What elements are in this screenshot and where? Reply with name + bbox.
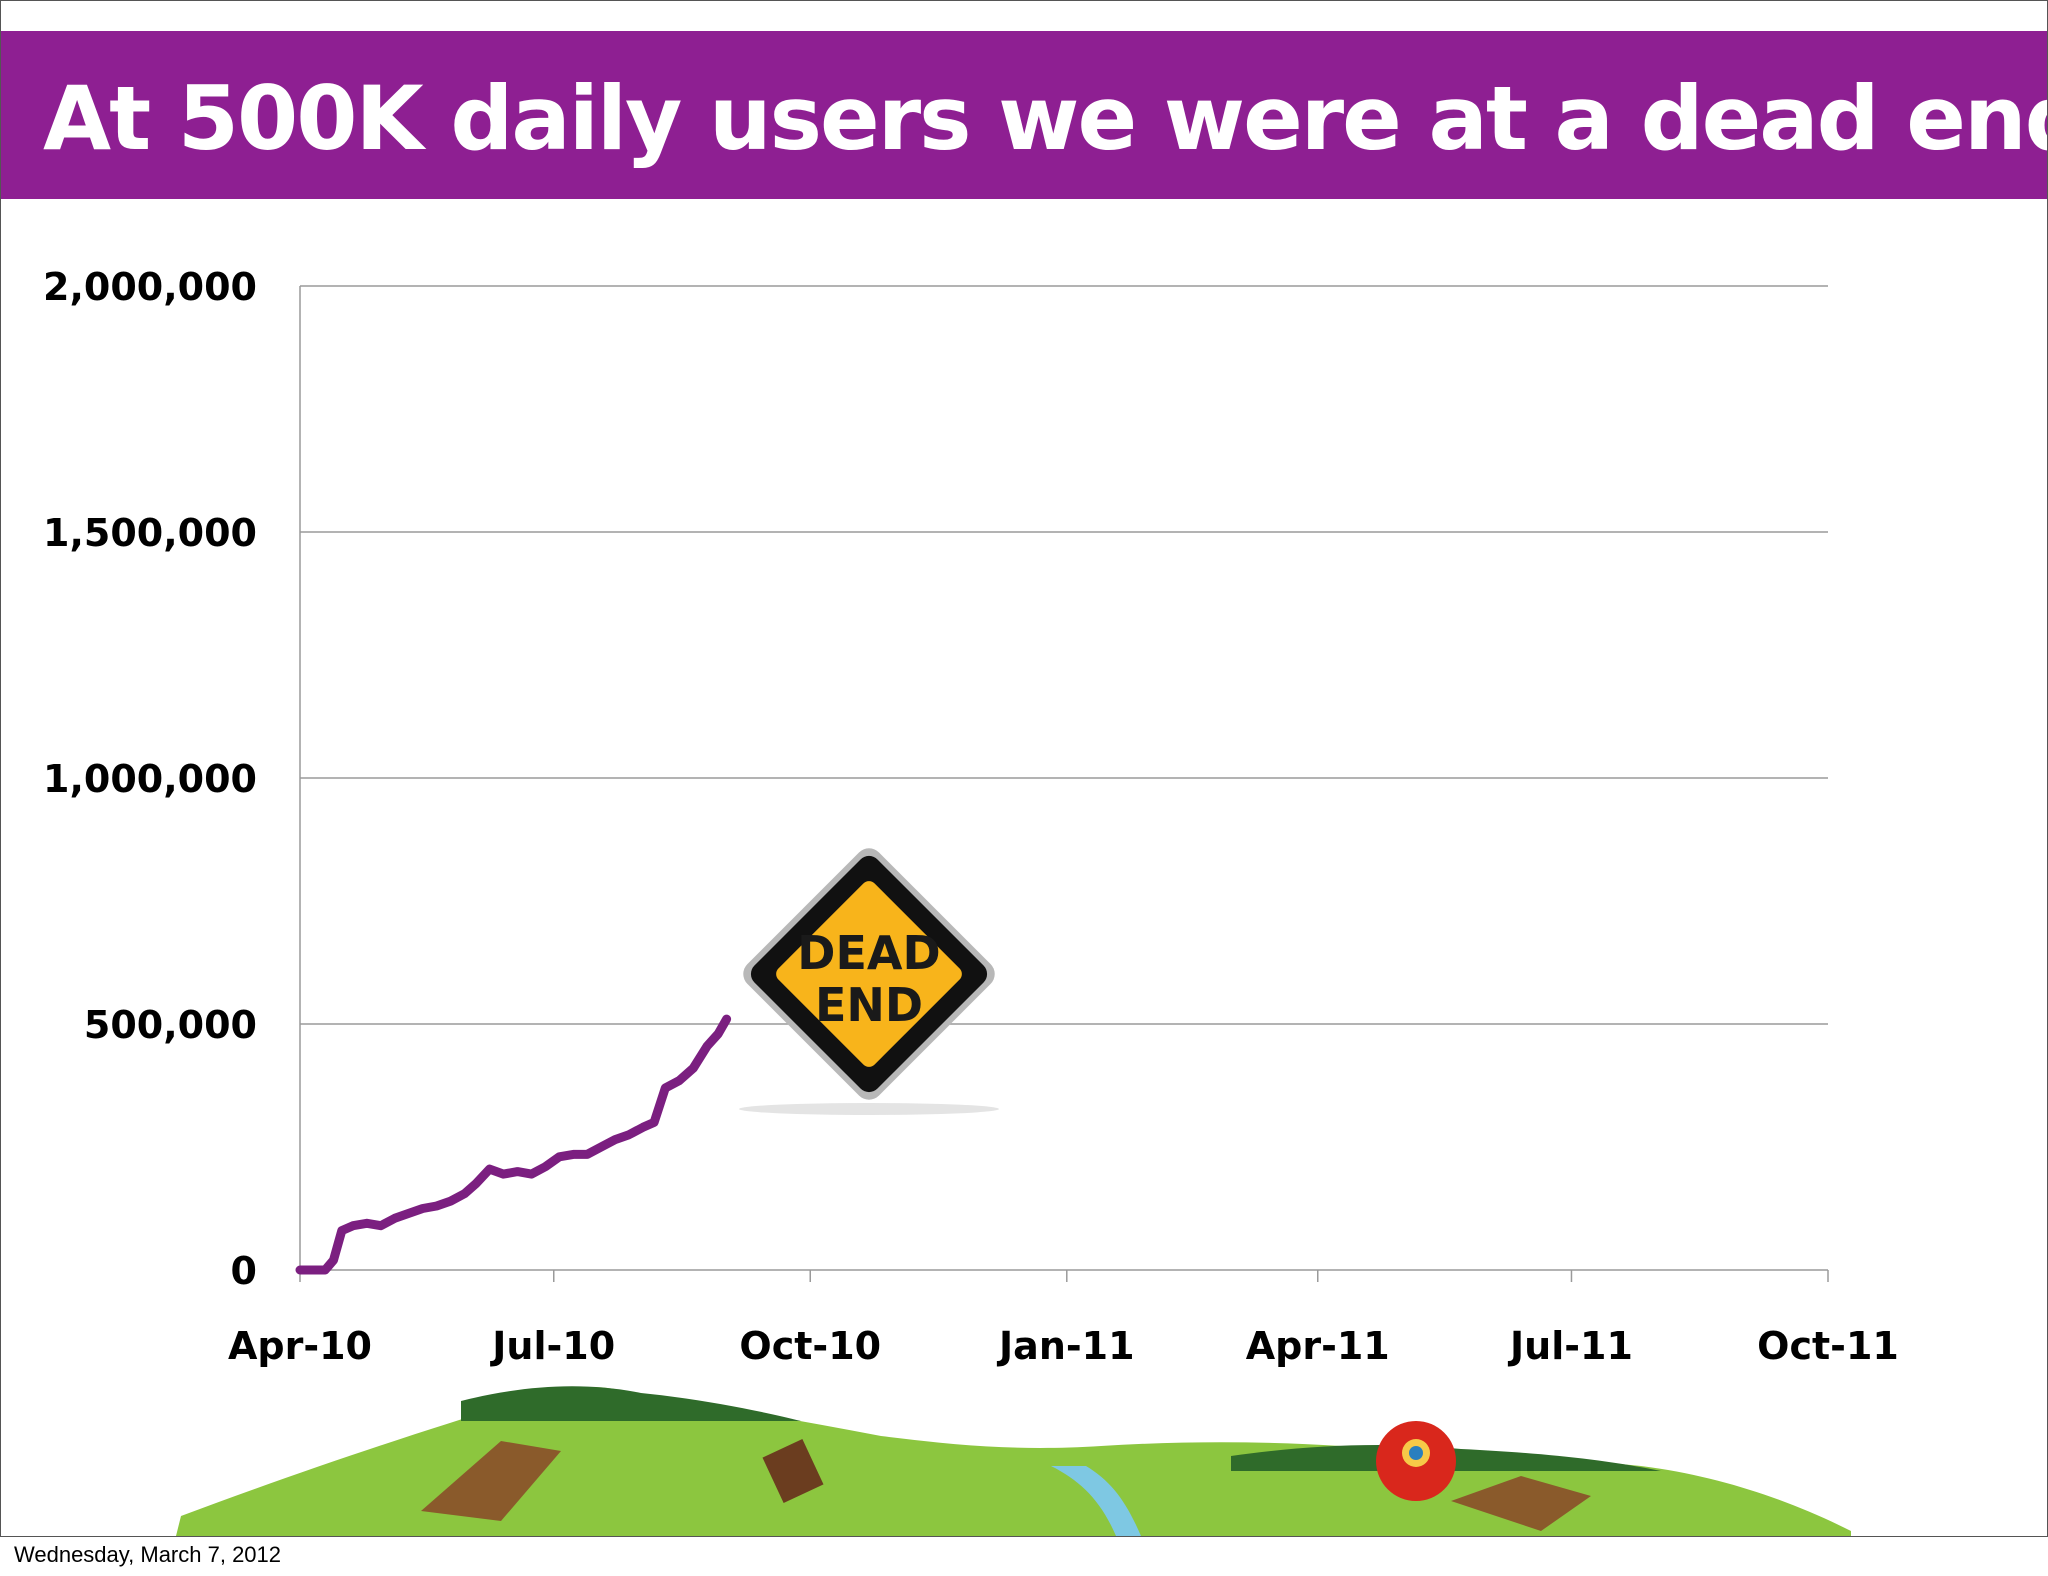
line-chart: 0 500,000 1,000,000 1,500,000 2,000,000 Apr-1… [43,265,1899,1536]
landscape-illustration [176,1386,1851,1536]
y-tick-label: 1,500,000 [43,511,257,555]
series-line [295,1014,732,1275]
y-tick-label: 0 [231,1249,257,1293]
axes: 0 500,000 1,000,000 1,500,000 2,000,000 Apr-1… [43,265,1899,1368]
y-tick-label: 1,000,000 [43,757,257,801]
dead-end-sign-icon: DEAD END [739,848,999,1115]
sign-line-2: END [815,978,923,1032]
x-tick-label: Jan-11 [996,1324,1135,1368]
slide-title: At 500K daily users we were at a dead en… [43,67,2048,170]
gridlines [300,285,1828,1025]
footer-date: Wednesday, March 7, 2012 [14,1542,282,1567]
title-bar: At 500K daily users we were at a dead en… [1,31,2048,199]
x-tick-label: Oct-11 [1757,1324,1899,1368]
x-tick-label: Apr-10 [228,1324,372,1368]
y-tick-label: 500,000 [84,1003,257,1047]
sign-line-1: DEAD [797,926,940,980]
x-tick-label: Oct-10 [739,1324,881,1368]
y-tick-label: 2,000,000 [43,265,257,309]
x-tick-label: Jul-11 [1507,1324,1633,1368]
x-tick-label: Jul-10 [489,1324,615,1368]
x-tick-label: Apr-11 [1246,1324,1390,1368]
series-layer [295,1014,732,1275]
slide: At 500K daily users we were at a dead en… [0,0,2048,1537]
